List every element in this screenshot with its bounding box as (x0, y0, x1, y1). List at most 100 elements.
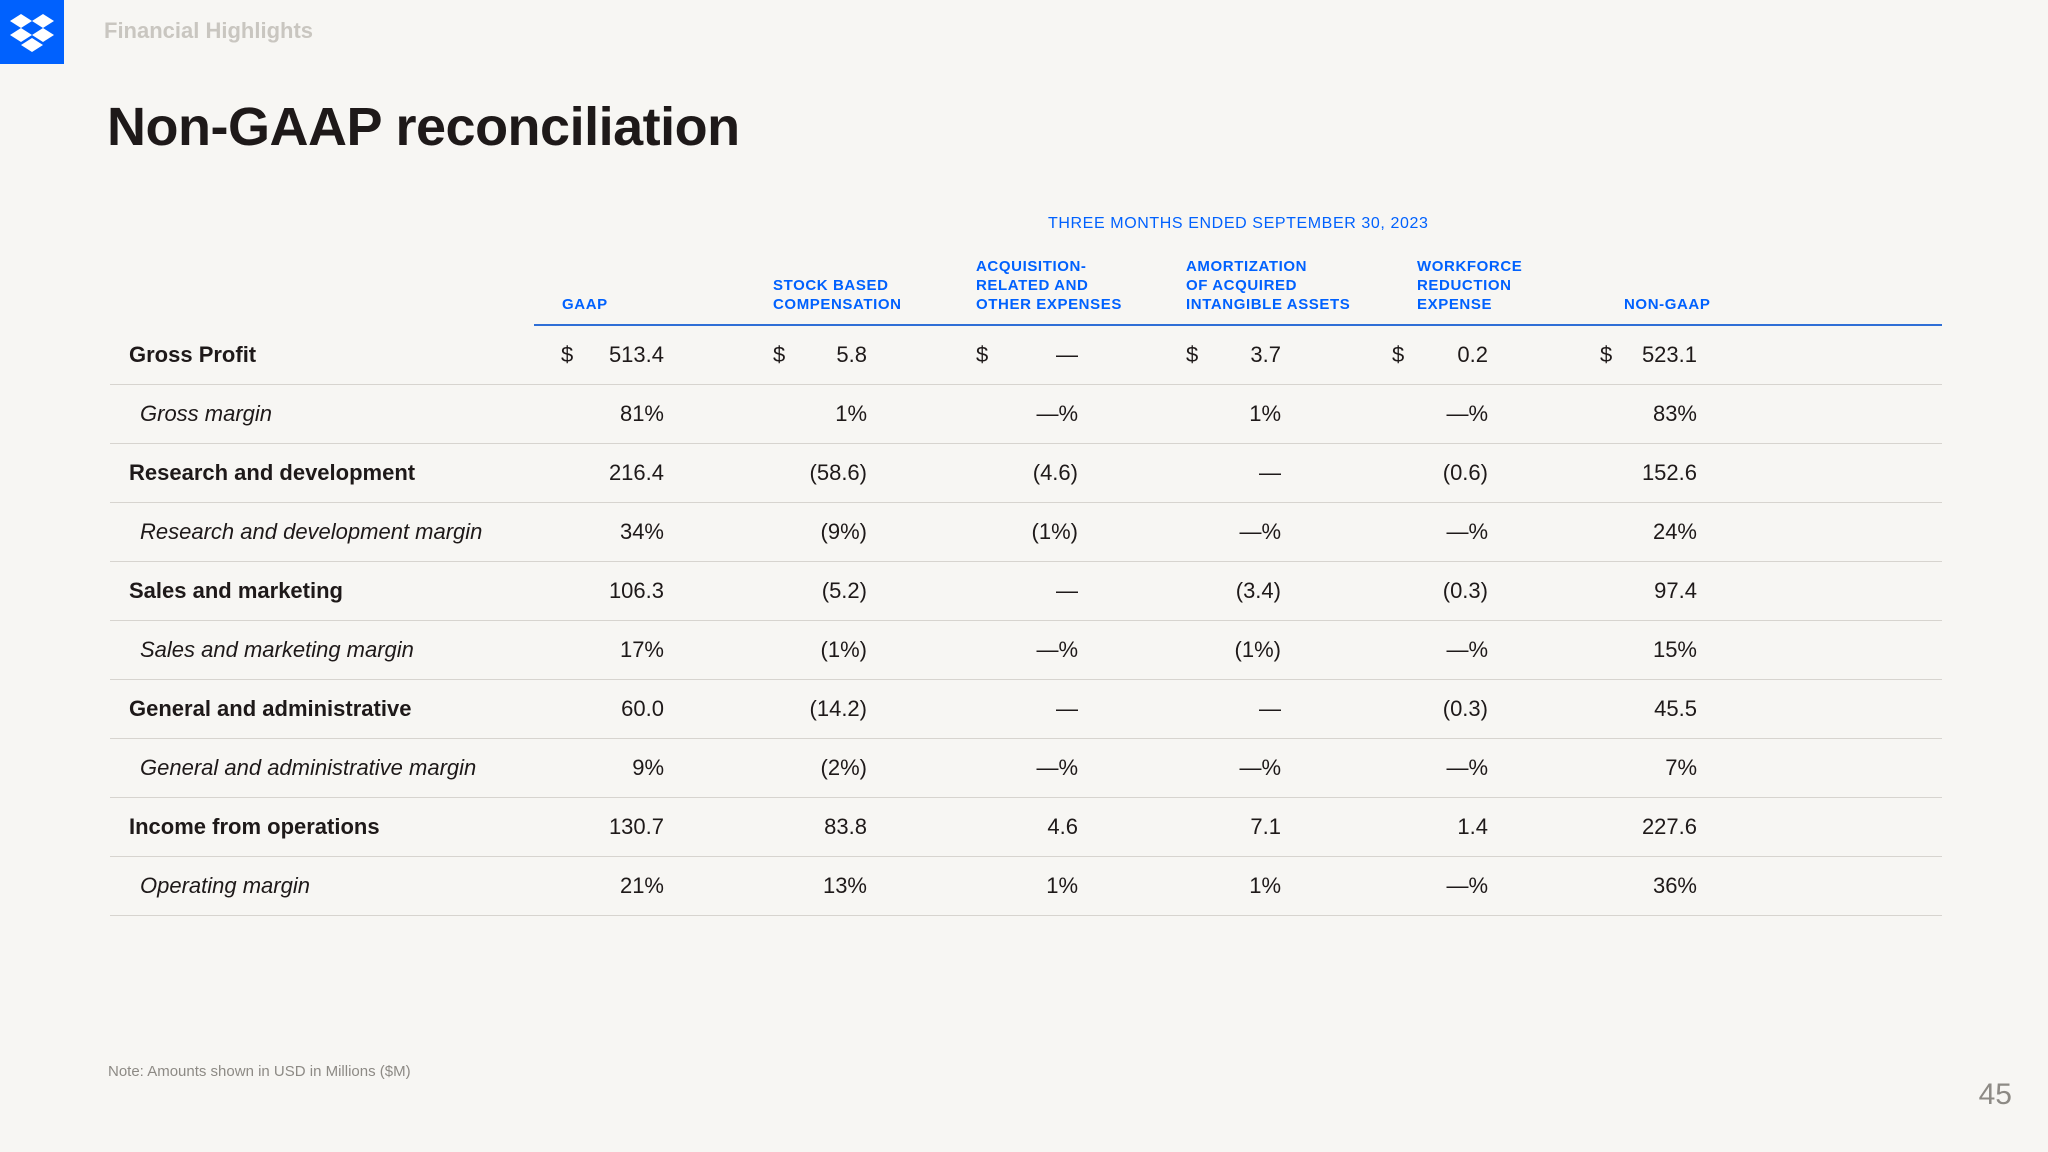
value-cell: (0.3) (1442, 696, 1488, 721)
value-cell: 513.4 (608, 342, 664, 367)
value-cell: 17% (619, 637, 664, 662)
value-cell: 81% (619, 401, 664, 426)
value-cell: (2%) (820, 755, 867, 780)
logo (0, 0, 64, 64)
value-cell: 45.5 (1654, 696, 1697, 721)
table-row: Income from operations 130.7 83.8 4.6 7.1 1.4… (110, 798, 1942, 857)
value-cell: (1%) (1234, 637, 1281, 662)
currency-sign: $ (1600, 342, 1613, 367)
row-label: Sales and marketing margin (140, 637, 414, 662)
table-row: Sales and marketing margin 17% (1%) —% (1%) —… (110, 621, 1942, 680)
value-cell: 83% (1652, 401, 1697, 426)
value-cell: —% (1446, 755, 1488, 780)
value-cell: — (1056, 696, 1078, 721)
value-cell: — (1259, 460, 1281, 485)
value-cell: 36% (1652, 873, 1697, 898)
column-header-non-gaap: NON-GAAP (1624, 296, 1711, 313)
table-row: Sales and marketing 106.3 (5.2) — (3.4) (0.3)… (110, 562, 1942, 621)
table-row: Gross Profit $513.4 $5.8 $ — $3.7 $0.2 $523.1 (110, 326, 1942, 385)
value-cell: 1% (1249, 873, 1281, 898)
value-cell: (4.6) (1032, 460, 1078, 485)
table-row: Operating margin 21% 13% 1% 1% —% 36% (110, 857, 1942, 916)
row-label: Research and development (129, 460, 416, 485)
value-cell: — (1259, 696, 1281, 721)
row-label: General and administrative (129, 696, 412, 721)
value-cell: 216.4 (608, 460, 664, 485)
value-cell: 83.8 (824, 814, 867, 839)
page-number: 45 (1978, 1078, 2012, 1111)
value-cell: (14.2) (809, 696, 867, 721)
row-label: Sales and marketing (129, 578, 343, 603)
value-cell: —% (1036, 401, 1078, 426)
reconciliation-table: Gross Profit $513.4 $5.8 $ — $3.7 $0.2 $523.1 Gr… (110, 326, 1942, 916)
page-title: Non-GAAP reconciliation (107, 97, 740, 157)
value-cell: 1.4 (1457, 814, 1488, 839)
currency-sign: $ (561, 342, 574, 367)
value-cell: 13% (822, 873, 867, 898)
value-cell: (1%) (1031, 519, 1078, 544)
header-rule (534, 324, 1942, 326)
period-header: THREE MONTHS ENDED SEPTEMBER 30, 2023 (1048, 215, 1429, 232)
value-cell: 1% (1249, 401, 1281, 426)
value-cell: —% (1239, 755, 1281, 780)
value-cell: (9%) (820, 519, 867, 544)
value-cell: 152.6 (1641, 460, 1697, 485)
table-row: General and administrative 60.0 (14.2) — — (0… (110, 680, 1942, 739)
row-label: Gross margin (140, 401, 273, 426)
column-header-gaap: GAAP (562, 296, 608, 313)
currency-sign: $ (1186, 342, 1199, 367)
value-cell: (58.6) (809, 460, 867, 485)
value-cell: 3.7 (1250, 342, 1281, 367)
table-row: Research and development 216.4 (58.6) (4.6)… (110, 444, 1942, 503)
row-label: Research and development margin (140, 519, 483, 544)
table-row: Gross margin 81% 1% —% 1% —% 83% (110, 385, 1942, 444)
value-cell: 15% (1652, 637, 1697, 662)
currency-sign: $ (773, 342, 786, 367)
table-row: Research and development margin 34% (9%) (1… (110, 503, 1942, 562)
value-cell: 523.1 (1641, 342, 1697, 367)
value-cell: 1% (1046, 873, 1078, 898)
currency-sign: $ (976, 342, 989, 367)
section-label: Financial Highlights (104, 18, 314, 43)
value-cell: 7% (1665, 755, 1697, 780)
value-cell: 24% (1652, 519, 1697, 544)
row-label: General and administrative margin (140, 755, 477, 780)
column-header-acquisition: ACQUISITION- RELATED AND OTHER EXPENSES (976, 258, 1122, 313)
value-cell: 0.2 (1457, 342, 1488, 367)
value-cell: 106.3 (608, 578, 664, 603)
row-label: Operating margin (140, 873, 310, 898)
value-cell: —% (1446, 637, 1488, 662)
row-label: Gross Profit (129, 342, 257, 367)
value-cell: (0.6) (1442, 460, 1488, 485)
column-header-workforce: WORKFORCE REDUCTION EXPENSE (1417, 258, 1523, 313)
value-cell: 4.6 (1047, 814, 1078, 839)
value-cell: 34% (619, 519, 664, 544)
value-cell: —% (1036, 755, 1078, 780)
value-cell: 1% (835, 401, 867, 426)
value-cell: 5.8 (836, 342, 867, 367)
value-cell: 7.1 (1250, 814, 1281, 839)
value-cell: —% (1446, 873, 1488, 898)
value-cell: —% (1446, 401, 1488, 426)
value-cell: 130.7 (608, 814, 664, 839)
value-cell: —% (1446, 519, 1488, 544)
value-cell: (5.2) (821, 578, 867, 603)
value-cell: —% (1036, 637, 1078, 662)
value-cell: 21% (619, 873, 664, 898)
value-cell: — (1056, 342, 1078, 367)
table-row: General and administrative margin 9% (2%) —… (110, 739, 1942, 798)
dropbox-logo-icon (10, 14, 54, 52)
row-label: Income from operations (129, 814, 380, 839)
value-cell: 227.6 (1641, 814, 1697, 839)
value-cell: — (1056, 578, 1078, 603)
value-cell: (3.4) (1235, 578, 1281, 603)
value-cell: (1%) (820, 637, 867, 662)
column-header-stock-comp: STOCK BASED COMPENSATION (773, 277, 902, 313)
currency-sign: $ (1392, 342, 1405, 367)
value-cell: 9% (632, 755, 664, 780)
footnote: Note: Amounts shown in USD in Millions (… (108, 1063, 411, 1080)
value-cell: (0.3) (1442, 578, 1488, 603)
value-cell: 60.0 (621, 696, 664, 721)
value-cell: 97.4 (1654, 578, 1697, 603)
value-cell: —% (1239, 519, 1281, 544)
